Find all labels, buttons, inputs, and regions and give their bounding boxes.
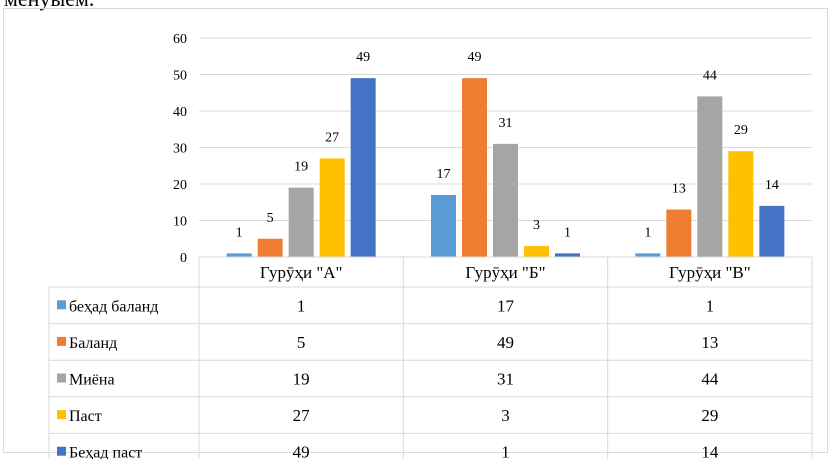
table-cell: 31	[497, 370, 514, 389]
y-tick-label: 10	[173, 215, 187, 230]
legend-label: Паст	[69, 408, 102, 425]
chart-frame	[3, 8, 828, 453]
legend-key	[57, 300, 66, 310]
data-label: 27	[325, 130, 339, 145]
bar	[431, 194, 456, 257]
data-label: 1	[236, 225, 243, 240]
table-cell: 1	[706, 296, 715, 315]
legend-key	[57, 410, 66, 420]
y-tick-label: 60	[173, 32, 187, 47]
bar	[226, 253, 252, 257]
data-label: 49	[468, 50, 482, 65]
table-cell: 49	[293, 443, 310, 459]
data-label: 44	[703, 68, 717, 83]
data-label: 1	[644, 225, 651, 240]
bar	[666, 209, 692, 257]
table-cell: 14	[701, 443, 719, 459]
bar	[728, 151, 754, 257]
y-tick-label: 0	[180, 251, 187, 266]
table-cell: 13	[701, 333, 718, 352]
table-cell: 27	[293, 406, 311, 425]
y-tick-label: 50	[173, 69, 187, 84]
y-axis-ticks: 0 10 20 30 40 50 60	[173, 32, 187, 266]
table-cell: 17	[497, 296, 515, 315]
table-cell: 29	[701, 406, 718, 425]
category-label: Гурӯҳи "Б"	[465, 263, 545, 282]
data-label: 14	[765, 178, 779, 193]
data-label: 5	[267, 211, 274, 226]
table-cell: 3	[501, 406, 510, 425]
legend-label: Миёна	[69, 372, 115, 389]
category-label: Гурӯҳи "А"	[260, 263, 343, 282]
bars	[226, 78, 785, 258]
bar	[257, 238, 283, 257]
bar	[493, 143, 518, 257]
bar	[697, 96, 723, 258]
legend-label: Беҳад паст	[69, 445, 142, 459]
bar	[288, 187, 314, 257]
table-cell: 44	[701, 370, 719, 389]
data-label: 13	[672, 182, 686, 197]
table-cell: 5	[297, 333, 306, 352]
bar	[319, 158, 345, 257]
data-label: 31	[499, 116, 513, 131]
data-label: 29	[734, 123, 748, 138]
bar	[635, 253, 661, 257]
bar	[759, 205, 785, 257]
legend-key	[57, 373, 66, 383]
data-table: Гурӯҳи "А" Гурӯҳи "Б" Гурӯҳи "В" беҳад бала…	[48, 256, 813, 459]
bar	[350, 78, 376, 258]
bar	[524, 246, 549, 257]
data-label: 19	[294, 160, 308, 175]
bar	[462, 78, 487, 258]
table-cell: 49	[497, 333, 514, 352]
bar	[555, 253, 580, 257]
y-tick-label: 30	[173, 142, 187, 157]
table-cell: 1	[501, 443, 510, 459]
legend-key	[57, 446, 66, 456]
legend-label: беҳад баланд	[69, 298, 158, 315]
y-tick-label: 40	[173, 105, 187, 120]
data-label: 3	[533, 218, 540, 233]
data-label: 49	[356, 50, 370, 65]
legend-label: Баланд	[69, 335, 117, 352]
legend-key	[57, 336, 66, 346]
data-label: 17	[437, 167, 451, 182]
category-label: Гурӯҳи "В"	[669, 263, 751, 282]
table-cell: 1	[297, 296, 306, 315]
table-cell: 19	[293, 370, 310, 389]
top-text: менуыем.	[4, 0, 94, 12]
y-tick-label: 20	[173, 178, 187, 193]
data-label: 1	[564, 225, 571, 240]
